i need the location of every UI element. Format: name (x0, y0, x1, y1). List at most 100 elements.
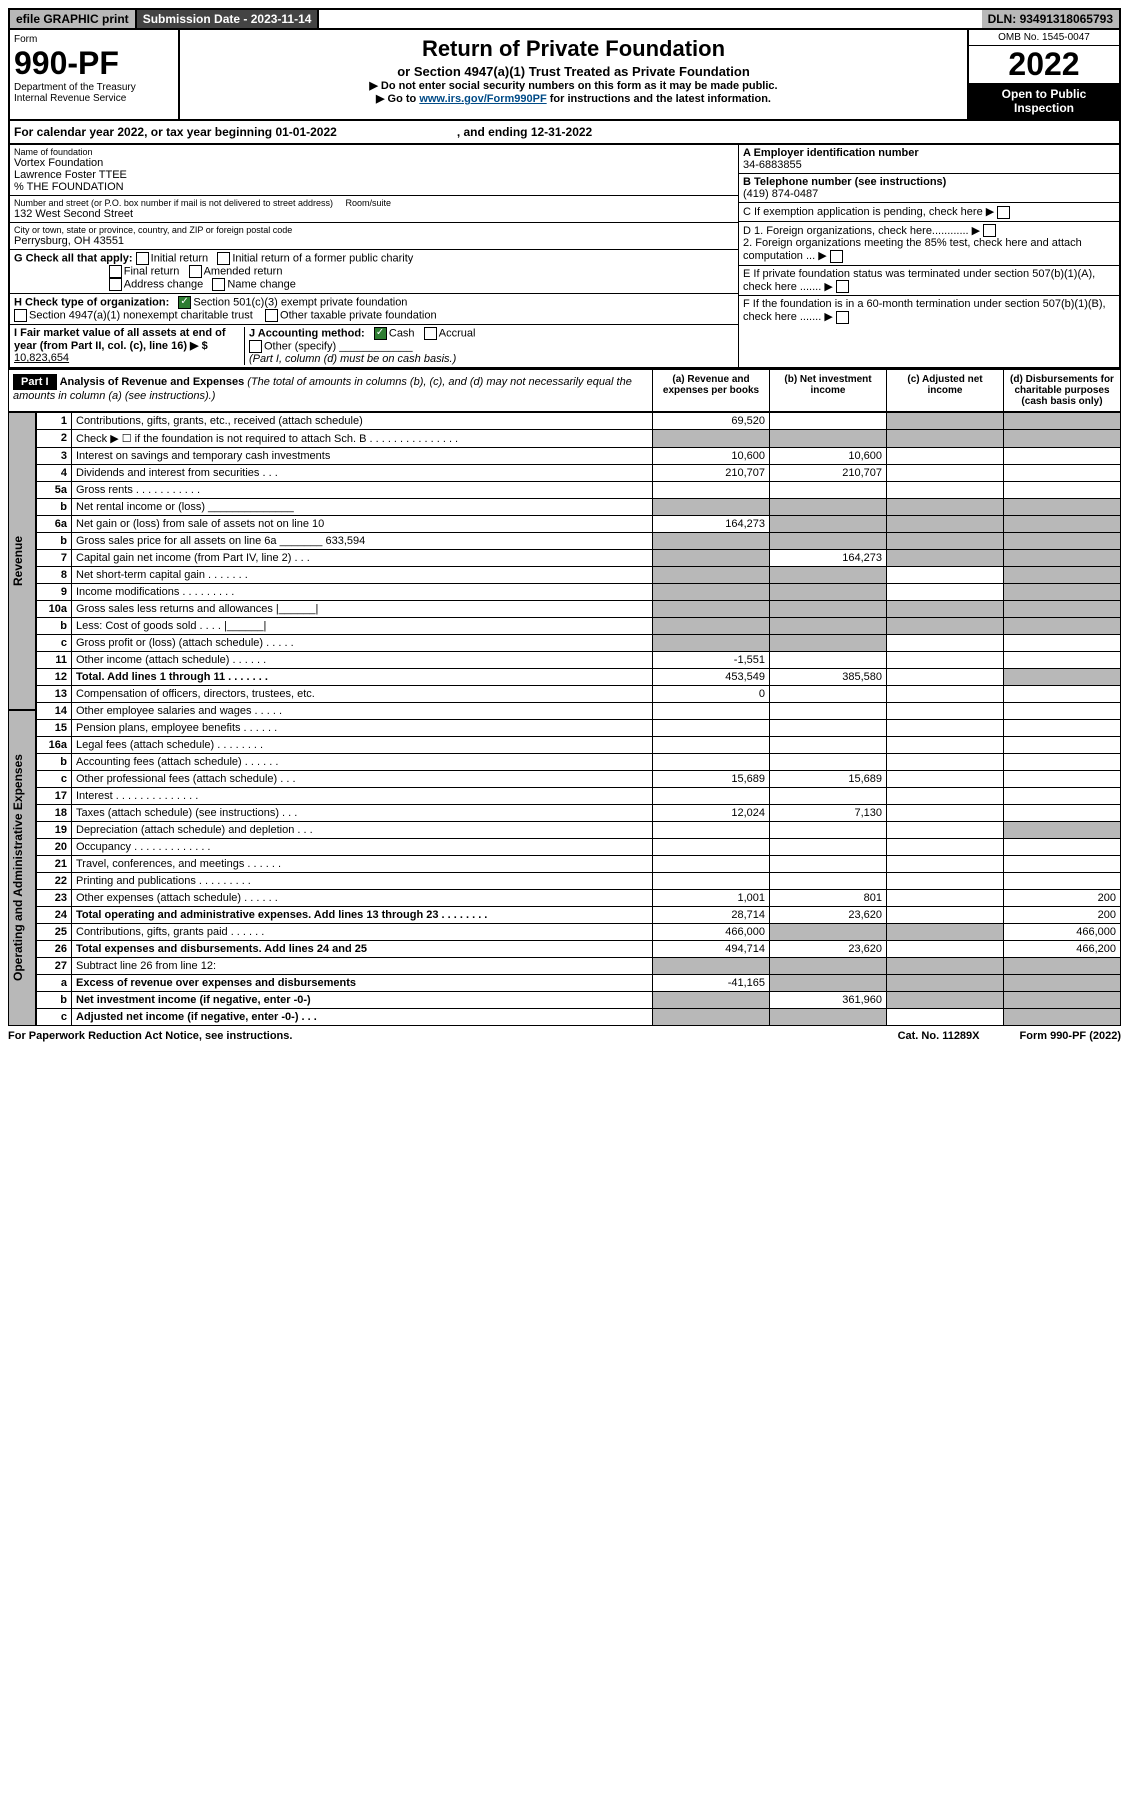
col-c: (c) Adjusted net income (886, 370, 1003, 411)
table-row: 10aGross sales less returns and allowanc… (37, 601, 1121, 618)
note1: ▶ Do not enter social security numbers o… (184, 79, 963, 92)
form-number: 990-PF (14, 45, 174, 82)
table-row: bNet investment income (if negative, ent… (37, 992, 1121, 1009)
table-row: cOther professional fees (attach schedul… (37, 771, 1121, 788)
table-row: bAccounting fees (attach schedule) . . .… (37, 754, 1121, 771)
table-row: 12Total. Add lines 1 through 11 . . . . … (37, 669, 1121, 686)
room-label: Room/suite (346, 198, 392, 208)
col-b: (b) Net investment income (769, 370, 886, 411)
phone: (419) 874-0487 (743, 188, 818, 200)
D2-chk[interactable] (830, 250, 843, 263)
501c3-chk[interactable] (178, 296, 191, 309)
F-chk[interactable] (836, 311, 849, 324)
I-label: I Fair market value of all assets at end… (14, 327, 226, 352)
revenue-side-label: Revenue (8, 412, 36, 710)
omb: OMB No. 1545-0047 (969, 30, 1119, 46)
table-row: 18Taxes (attach schedule) (see instructi… (37, 805, 1121, 822)
table-row: 21Travel, conferences, and meetings . . … (37, 856, 1121, 873)
instructions-link[interactable]: www.irs.gov/Form990PF (419, 93, 546, 105)
J-label: J Accounting method: (249, 327, 365, 339)
table-row: bLess: Cost of goods sold . . . . |_____… (37, 618, 1121, 635)
paperwork-notice: For Paperwork Reduction Act Notice, see … (8, 1030, 292, 1042)
dept: Department of the Treasury Internal Reve… (14, 82, 174, 104)
F-text: F If the foundation is in a 60-month ter… (743, 298, 1106, 323)
other-method-chk[interactable] (249, 340, 262, 353)
form-header: Form 990-PF Department of the Treasury I… (8, 30, 1121, 121)
table-row: cGross profit or (loss) (attach schedule… (37, 635, 1121, 652)
part1-table-wrap: Revenue Operating and Administrative Exp… (8, 412, 1121, 1026)
ein: 34-6883855 (743, 159, 802, 171)
G-section: G Check all that apply: Initial return I… (10, 250, 738, 294)
4947-chk[interactable] (14, 309, 27, 322)
table-row: 9Income modifications . . . . . . . . . (37, 584, 1121, 601)
open-inspection: Open to Public Inspection (969, 83, 1119, 119)
C-chk[interactable] (997, 206, 1010, 219)
table-row: 6aNet gain or (loss) from sale of assets… (37, 516, 1121, 533)
note2: ▶ Go to www.irs.gov/Form990PF for instru… (184, 92, 963, 105)
amended-chk[interactable] (189, 265, 202, 278)
table-row: 27Subtract line 26 from line 12: (37, 958, 1121, 975)
table-row: 25Contributions, gifts, grants paid . . … (37, 924, 1121, 941)
form-ref: Form 990-PF (2022) (1020, 1030, 1121, 1042)
table-row: 20Occupancy . . . . . . . . . . . . . (37, 839, 1121, 856)
table-row: 23Other expenses (attach schedule) . . .… (37, 890, 1121, 907)
table-row: cAdjusted net income (if negative, enter… (37, 1009, 1121, 1026)
J-note: (Part I, column (d) must be on cash basi… (249, 353, 456, 365)
table-row: 8Net short-term capital gain . . . . . .… (37, 567, 1121, 584)
H-section: H Check type of organization: Section 50… (10, 294, 738, 325)
E-text: E If private foundation status was termi… (743, 268, 1095, 293)
initial-return-chk[interactable] (136, 252, 149, 265)
col-a: (a) Revenue and expenses per books (652, 370, 769, 411)
table-row: 15Pension plans, employee benefits . . .… (37, 720, 1121, 737)
table-row: 2Check ▶ ☐ if the foundation is not requ… (37, 430, 1121, 448)
submission-date: Submission Date - 2023-11-14 (137, 10, 320, 28)
initial-former-chk[interactable] (217, 252, 230, 265)
table-row: 1Contributions, gifts, grants, etc., rec… (37, 413, 1121, 430)
form-label: Form (14, 34, 174, 45)
table-row: 16aLegal fees (attach schedule) . . . . … (37, 737, 1121, 754)
form-subtitle: or Section 4947(a)(1) Trust Treated as P… (184, 64, 963, 79)
footer: For Paperwork Reduction Act Notice, see … (8, 1026, 1121, 1046)
table-row: 17Interest . . . . . . . . . . . . . . (37, 788, 1121, 805)
city: Perrysburg, OH 43551 (14, 235, 734, 247)
table-row: 11Other income (attach schedule) . . . .… (37, 652, 1121, 669)
other-taxable-chk[interactable] (265, 309, 278, 322)
D1-text: D 1. Foreign organizations, check here..… (743, 225, 980, 237)
dln: DLN: 93491318065793 (982, 10, 1119, 28)
A-label: A Employer identification number (743, 147, 919, 159)
final-return-chk[interactable] (109, 265, 122, 278)
part1-header: Part I Analysis of Revenue and Expenses … (8, 369, 1121, 412)
calendar-year: For calendar year 2022, or tax year begi… (8, 121, 1121, 145)
fmv-value: 10,823,654 (14, 352, 69, 364)
E-chk[interactable] (836, 280, 849, 293)
name-change-chk[interactable] (212, 278, 225, 291)
cat-no: Cat. No. 11289X (898, 1030, 980, 1042)
table-row: bNet rental income or (loss) ___________… (37, 499, 1121, 516)
table-row: bGross sales price for all assets on lin… (37, 533, 1121, 550)
name-label: Name of foundation (14, 147, 734, 157)
table-row: 3Interest on savings and temporary cash … (37, 448, 1121, 465)
table-row: 22Printing and publications . . . . . . … (37, 873, 1121, 890)
table-row: 13Compensation of officers, directors, t… (37, 686, 1121, 703)
part1-title: Analysis of Revenue and Expenses (60, 376, 245, 388)
D2-text: 2. Foreign organizations meeting the 85%… (743, 237, 1082, 262)
table-row: 26Total expenses and disbursements. Add … (37, 941, 1121, 958)
city-label: City or town, state or province, country… (14, 225, 734, 235)
address: 132 West Second Street (14, 208, 734, 220)
address-change-chk[interactable] (109, 278, 122, 291)
table-row: 5aGross rents . . . . . . . . . . . (37, 482, 1121, 499)
D1-chk[interactable] (983, 224, 996, 237)
C-text: C If exemption application is pending, c… (743, 206, 994, 218)
table-row: 14Other employee salaries and wages . . … (37, 703, 1121, 720)
efile-label: efile GRAPHIC print (10, 10, 137, 28)
entity-info: Name of foundationVortex Foundation Lawr… (8, 145, 1121, 369)
accrual-chk[interactable] (424, 327, 437, 340)
table-row: 4Dividends and interest from securities … (37, 465, 1121, 482)
cash-chk[interactable] (374, 327, 387, 340)
table-row: aExcess of revenue over expenses and dis… (37, 975, 1121, 992)
topbar: efile GRAPHIC print Submission Date - 20… (8, 8, 1121, 30)
expenses-side-label: Operating and Administrative Expenses (8, 710, 36, 1026)
part1-table: 1Contributions, gifts, grants, etc., rec… (36, 412, 1121, 1026)
table-row: 24Total operating and administrative exp… (37, 907, 1121, 924)
part1-label: Part I (13, 374, 57, 390)
